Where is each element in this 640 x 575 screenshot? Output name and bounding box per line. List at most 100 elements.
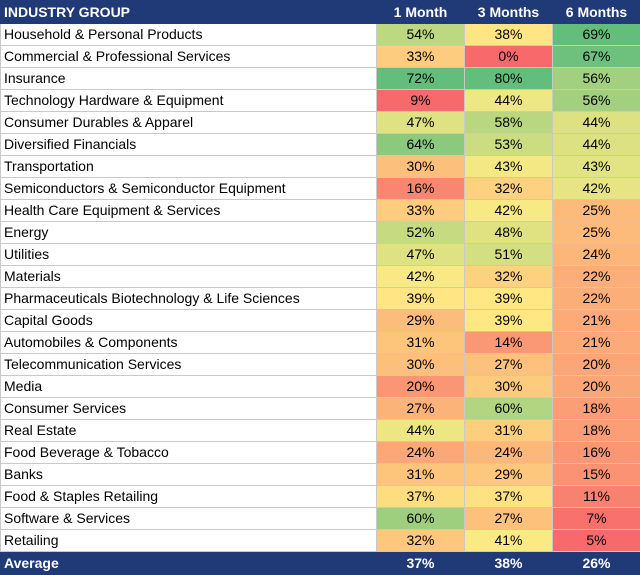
average-row: Average 37% 38% 26% bbox=[1, 552, 640, 575]
value-cell-3-months: 14% bbox=[465, 332, 553, 354]
industry-name-cell: Capital Goods bbox=[1, 310, 377, 332]
value-cell-3-months: 51% bbox=[465, 244, 553, 266]
value-cell-1-month: 31% bbox=[377, 332, 465, 354]
value-cell-1-month: 33% bbox=[377, 46, 465, 68]
average-1-month: 37% bbox=[377, 552, 465, 575]
industry-name-cell: Pharmaceuticals Biotechnology & Life Sci… bbox=[1, 288, 377, 310]
value-cell-6-months: 20% bbox=[553, 376, 640, 398]
value-cell-3-months: 37% bbox=[465, 486, 553, 508]
value-cell-6-months: 69% bbox=[553, 24, 640, 46]
value-cell-3-months: 39% bbox=[465, 288, 553, 310]
industry-name-cell: Materials bbox=[1, 266, 377, 288]
value-cell-6-months: 18% bbox=[553, 398, 640, 420]
value-cell-1-month: 31% bbox=[377, 464, 465, 486]
value-cell-6-months: 24% bbox=[553, 244, 640, 266]
value-cell-3-months: 27% bbox=[465, 508, 553, 530]
value-cell-3-months: 44% bbox=[465, 90, 553, 112]
value-cell-3-months: 31% bbox=[465, 420, 553, 442]
value-cell-3-months: 39% bbox=[465, 310, 553, 332]
value-cell-6-months: 56% bbox=[553, 68, 640, 90]
value-cell-3-months: 41% bbox=[465, 530, 553, 552]
value-cell-3-months: 48% bbox=[465, 222, 553, 244]
industry-name-cell: Utilities bbox=[1, 244, 377, 266]
industry-name-cell: Real Estate bbox=[1, 420, 377, 442]
value-cell-3-months: 80% bbox=[465, 68, 553, 90]
value-cell-6-months: 5% bbox=[553, 530, 640, 552]
value-cell-3-months: 0% bbox=[465, 46, 553, 68]
industry-name-cell: Household & Personal Products bbox=[1, 24, 377, 46]
value-cell-1-month: 9% bbox=[377, 90, 465, 112]
value-cell-6-months: 44% bbox=[553, 112, 640, 134]
value-cell-3-months: 29% bbox=[465, 464, 553, 486]
industry-name-cell: Technology Hardware & Equipment bbox=[1, 90, 377, 112]
value-cell-3-months: 30% bbox=[465, 376, 553, 398]
value-cell-1-month: 54% bbox=[377, 24, 465, 46]
value-cell-1-month: 32% bbox=[377, 530, 465, 552]
value-cell-3-months: 53% bbox=[465, 134, 553, 156]
table-row: Pharmaceuticals Biotechnology & Life Sci… bbox=[1, 288, 640, 310]
value-cell-6-months: 15% bbox=[553, 464, 640, 486]
industry-name-cell: Insurance bbox=[1, 68, 377, 90]
value-cell-6-months: 44% bbox=[553, 134, 640, 156]
value-cell-1-month: 16% bbox=[377, 178, 465, 200]
value-cell-6-months: 21% bbox=[553, 332, 640, 354]
industry-name-cell: Food & Staples Retailing bbox=[1, 486, 377, 508]
industry-name-cell: Semiconductors & Semiconductor Equipment bbox=[1, 178, 377, 200]
value-cell-1-month: 64% bbox=[377, 134, 465, 156]
header-row: INDUSTRY GROUP 1 Month 3 Months 6 Months bbox=[1, 1, 640, 24]
value-cell-1-month: 72% bbox=[377, 68, 465, 90]
value-cell-6-months: 16% bbox=[553, 442, 640, 464]
industry-name-cell: Food Beverage & Tobacco bbox=[1, 442, 377, 464]
industry-name-cell: Consumer Services bbox=[1, 398, 377, 420]
value-cell-6-months: 22% bbox=[553, 266, 640, 288]
industry-name-cell: Commercial & Professional Services bbox=[1, 46, 377, 68]
value-cell-3-months: 38% bbox=[465, 24, 553, 46]
value-cell-1-month: 47% bbox=[377, 112, 465, 134]
value-cell-1-month: 33% bbox=[377, 200, 465, 222]
average-3-months: 38% bbox=[465, 552, 553, 575]
industry-name-cell: Transportation bbox=[1, 156, 377, 178]
average-label: Average bbox=[1, 552, 377, 575]
industry-name-cell: Health Care Equipment & Services bbox=[1, 200, 377, 222]
value-cell-6-months: 43% bbox=[553, 156, 640, 178]
value-cell-6-months: 22% bbox=[553, 288, 640, 310]
value-cell-3-months: 27% bbox=[465, 354, 553, 376]
value-cell-6-months: 25% bbox=[553, 200, 640, 222]
industry-name-cell: Software & Services bbox=[1, 508, 377, 530]
header-industry-group: INDUSTRY GROUP bbox=[1, 1, 377, 24]
value-cell-1-month: 29% bbox=[377, 310, 465, 332]
industry-name-cell: Diversified Financials bbox=[1, 134, 377, 156]
value-cell-6-months: 7% bbox=[553, 508, 640, 530]
value-cell-6-months: 67% bbox=[553, 46, 640, 68]
value-cell-3-months: 58% bbox=[465, 112, 553, 134]
value-cell-6-months: 11% bbox=[553, 486, 640, 508]
value-cell-6-months: 42% bbox=[553, 178, 640, 200]
value-cell-3-months: 43% bbox=[465, 156, 553, 178]
value-cell-3-months: 60% bbox=[465, 398, 553, 420]
value-cell-6-months: 25% bbox=[553, 222, 640, 244]
value-cell-3-months: 32% bbox=[465, 178, 553, 200]
industry-name-cell: Consumer Durables & Apparel bbox=[1, 112, 377, 134]
table-footer: Average 37% 38% 26% bbox=[1, 552, 640, 575]
industry-name-cell: Banks bbox=[1, 464, 377, 486]
value-cell-1-month: 30% bbox=[377, 354, 465, 376]
value-cell-6-months: 18% bbox=[553, 420, 640, 442]
